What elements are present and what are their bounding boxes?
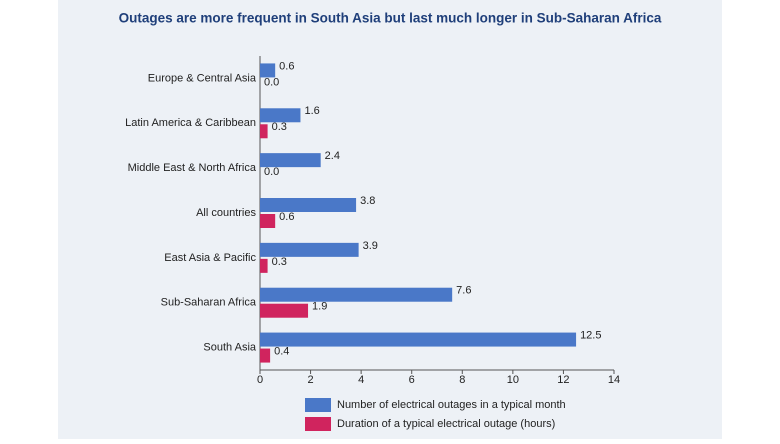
x-tick-label: 2 (308, 374, 314, 386)
bar (260, 332, 577, 347)
legend-swatch (305, 398, 331, 412)
value-label: 3.9 (363, 240, 378, 252)
bar (260, 153, 321, 168)
y-tick-label: Europe & Central Asia (148, 72, 257, 84)
value-label: 0.3 (272, 121, 287, 133)
value-label: 12.5 (580, 329, 601, 341)
x-tick-label: 12 (557, 374, 569, 386)
x-tick-label: 4 (358, 374, 364, 386)
legend-label: Duration of a typical electrical outage … (337, 418, 555, 430)
chart-title: Outages are more frequent in South Asia … (119, 11, 662, 26)
bar (260, 198, 357, 212)
value-label: 0.6 (279, 211, 294, 223)
x-tick-label: 14 (608, 374, 620, 386)
x-tick-label: 8 (459, 374, 465, 386)
value-label: 0.6 (279, 60, 294, 72)
y-tick-label: Latin America & Caribbean (125, 117, 256, 129)
x-tick-label: 0 (257, 374, 263, 386)
value-label: 1.9 (312, 301, 327, 313)
panel (58, 0, 722, 439)
y-tick-label: East Asia & Pacific (164, 252, 256, 264)
value-label: 0.4 (274, 345, 289, 357)
value-label: 0.0 (264, 166, 279, 178)
bar (260, 303, 309, 318)
bar (260, 214, 276, 228)
bar (260, 124, 268, 139)
x-tick-label: 10 (507, 374, 519, 386)
value-label: 7.6 (456, 285, 471, 297)
bar (260, 63, 276, 78)
value-label: 0.3 (272, 256, 287, 268)
bar (260, 108, 301, 123)
y-tick-label: All countries (196, 207, 256, 219)
value-label: 2.4 (325, 150, 340, 162)
legend-swatch (305, 417, 331, 431)
bar (260, 242, 359, 257)
x-tick-label: 6 (409, 374, 415, 386)
value-label: 3.8 (360, 195, 375, 207)
value-label: 1.6 (304, 105, 319, 117)
y-tick-label: Sub-Saharan Africa (161, 297, 257, 309)
bar (260, 258, 268, 273)
value-label: 0.0 (264, 76, 279, 88)
legend-label: Number of electrical outages in a typica… (337, 399, 566, 411)
bar (260, 287, 453, 302)
bar (260, 348, 271, 363)
y-tick-label: Middle East & North Africa (128, 162, 257, 174)
y-tick-label: South Asia (203, 341, 256, 353)
